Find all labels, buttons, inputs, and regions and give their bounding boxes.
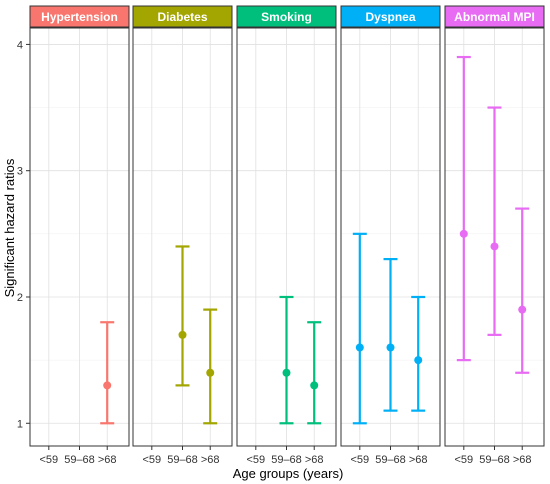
data-point	[178, 330, 187, 339]
data-point	[103, 381, 112, 390]
x-tick-label: <59	[246, 454, 265, 466]
data-point	[206, 368, 215, 377]
x-tick-label: <59	[350, 454, 369, 466]
x-tick-label: >68	[513, 454, 532, 466]
x-tick-label: <59	[454, 454, 473, 466]
x-axis-title: Age groups (years)	[233, 466, 344, 481]
x-tick-label: >68	[305, 454, 324, 466]
x-tick-label: <59	[39, 454, 58, 466]
data-point	[355, 343, 364, 352]
x-tick-label: 59–68	[271, 454, 302, 466]
x-tick-label: <59	[142, 454, 161, 466]
data-point	[518, 305, 527, 314]
data-point	[386, 343, 395, 352]
x-tick-label: 59–68	[167, 454, 198, 466]
strip-header	[132, 5, 233, 28]
data-point	[282, 368, 291, 377]
y-tick-label: 3	[17, 166, 23, 178]
x-tick-label: 59–68	[375, 454, 406, 466]
data-point	[310, 381, 319, 390]
panel-hypertension: Hypertension <59 59–68 >68	[29, 5, 130, 466]
y-axis: 1 2 3 4	[17, 39, 30, 430]
strip-header	[29, 5, 130, 28]
x-tick-label: >68	[201, 454, 220, 466]
panel-smoking: Smoking <59 59–68 >68	[236, 5, 337, 466]
strip-label: Abnormal MPI	[454, 10, 535, 24]
strip-label: Dyspnea	[365, 10, 415, 24]
strip-label: Smoking	[261, 10, 312, 24]
x-tick-label: >68	[98, 454, 117, 466]
x-tick-label: 59–68	[64, 454, 95, 466]
data-point	[414, 356, 423, 365]
panel-dyspnea: Dyspnea <59 59–68 >68	[340, 5, 441, 466]
x-tick-label: 59–68	[479, 454, 510, 466]
strip-label: Hypertension	[41, 10, 118, 24]
panel-diabetes: Diabetes <59 59–68 >68	[132, 5, 233, 466]
y-tick-label: 2	[17, 292, 23, 304]
strip-label: Diabetes	[157, 10, 207, 24]
y-tick-label: 4	[17, 39, 23, 51]
data-point	[459, 229, 468, 238]
strip-header	[444, 5, 545, 28]
strip-header	[236, 5, 337, 28]
strip-header	[340, 5, 441, 28]
y-tick-label: 1	[17, 418, 23, 430]
data-point	[490, 242, 499, 251]
panel-abnormal-mpi: Abnormal MPI <59 59–68 >68	[444, 5, 545, 466]
y-axis-title: Significant hazard ratios	[2, 158, 17, 297]
x-tick-label: >68	[409, 454, 428, 466]
